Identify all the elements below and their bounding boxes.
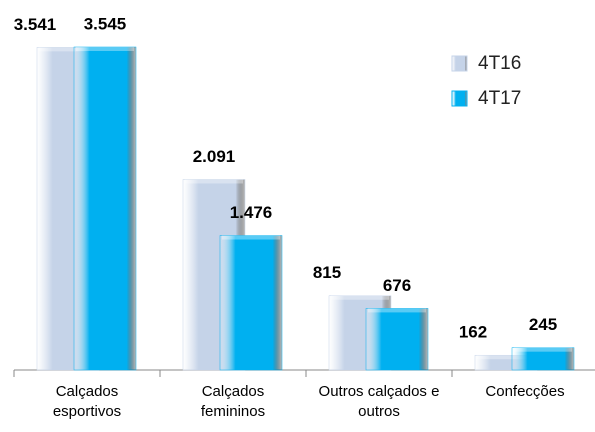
bar xyxy=(365,308,429,371)
bar-top xyxy=(477,355,535,360)
bar-top xyxy=(368,308,426,313)
data-label: 162 xyxy=(459,323,487,342)
data-label: 3.545 xyxy=(84,14,127,33)
legend-swatch xyxy=(451,55,468,72)
x-tick-label: Calçados femininos xyxy=(200,383,266,420)
bar-top xyxy=(331,295,389,300)
data-label: 245 xyxy=(529,315,557,334)
data-label: 2.091 xyxy=(193,147,236,166)
legend-label: 4T17 xyxy=(478,88,521,109)
x-tick-label: Confecções xyxy=(485,383,565,400)
data-label: 815 xyxy=(313,263,341,282)
bar-top xyxy=(39,47,97,52)
legend-label: 4T16 xyxy=(478,53,521,74)
data-label: 676 xyxy=(383,276,411,295)
bar-top xyxy=(514,347,572,352)
bar-top xyxy=(222,235,280,240)
data-label: 1.476 xyxy=(230,203,273,222)
bar-top xyxy=(76,47,134,51)
x-tick-label: Outros calçados e outros xyxy=(318,383,440,420)
x-tick-label: Calçados esportivos xyxy=(52,383,122,420)
legend-swatch xyxy=(451,90,468,107)
bar-top xyxy=(185,179,243,184)
bar xyxy=(73,46,137,371)
bar xyxy=(219,235,283,371)
data-label: 3.541 xyxy=(14,15,57,34)
bar xyxy=(511,347,575,371)
